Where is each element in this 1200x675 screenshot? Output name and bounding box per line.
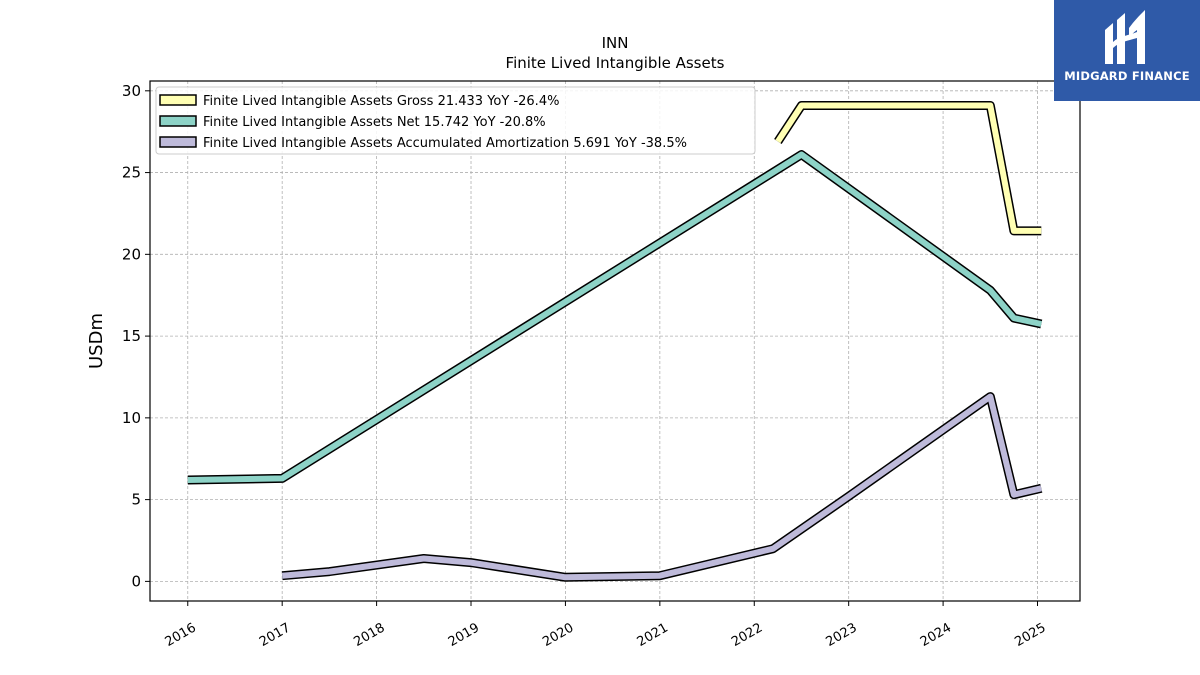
midgard-logo-icon xyxy=(1105,10,1145,64)
series-2-line xyxy=(281,393,1042,581)
legend-swatch xyxy=(159,115,197,127)
x-tick-label: 2022 xyxy=(729,620,765,650)
x-tick-label: 2016 xyxy=(163,620,199,650)
y-tick-label: 5 xyxy=(131,491,141,509)
y-tick-label: 0 xyxy=(131,572,141,590)
legend-swatch xyxy=(159,136,197,148)
x-tick-label: 2024 xyxy=(918,620,954,650)
x-tick-label: 2017 xyxy=(257,620,293,650)
x-tick-label: 2020 xyxy=(540,620,576,650)
x-tick-label: 2019 xyxy=(446,620,482,650)
y-tick-label: 15 xyxy=(122,327,141,345)
series-1-outline xyxy=(187,150,1043,485)
y-tick-label: 25 xyxy=(122,164,141,182)
x-tick-label: 2021 xyxy=(635,620,671,650)
y-tick-label: 30 xyxy=(122,82,141,100)
series-layer xyxy=(187,101,1043,582)
legend-label: Finite Lived Intangible Assets Gross 21.… xyxy=(203,94,559,109)
plot-frame xyxy=(149,80,1081,602)
legend-swatch xyxy=(159,94,197,106)
x-tick-label: 2025 xyxy=(1012,620,1048,650)
legend: Finite Lived Intangible Assets Gross 21.… xyxy=(155,86,756,155)
y-tick-label: 20 xyxy=(122,245,141,263)
grid xyxy=(150,81,1080,601)
series-2-outline xyxy=(281,392,1043,582)
legend-label: Finite Lived Intangible Assets Accumulat… xyxy=(203,136,687,151)
legend-box xyxy=(155,86,756,155)
series-0-line xyxy=(775,102,1042,234)
brand-logo: MIDGARD FINANCE xyxy=(1054,0,1200,101)
x-tick-label: 2018 xyxy=(351,620,387,650)
series-1-line xyxy=(187,151,1042,483)
legend-label: Finite Lived Intangible Assets Net 15.74… xyxy=(203,115,546,130)
logo-text: MIDGARD FINANCE xyxy=(1064,69,1190,83)
x-tick-label: 2023 xyxy=(824,620,860,650)
y-axis-label: USDm xyxy=(86,313,107,369)
y-tick-label: 10 xyxy=(122,409,141,427)
chart-title: INN xyxy=(602,34,629,52)
chart-subtitle: Finite Lived Intangible Assets xyxy=(506,54,725,72)
